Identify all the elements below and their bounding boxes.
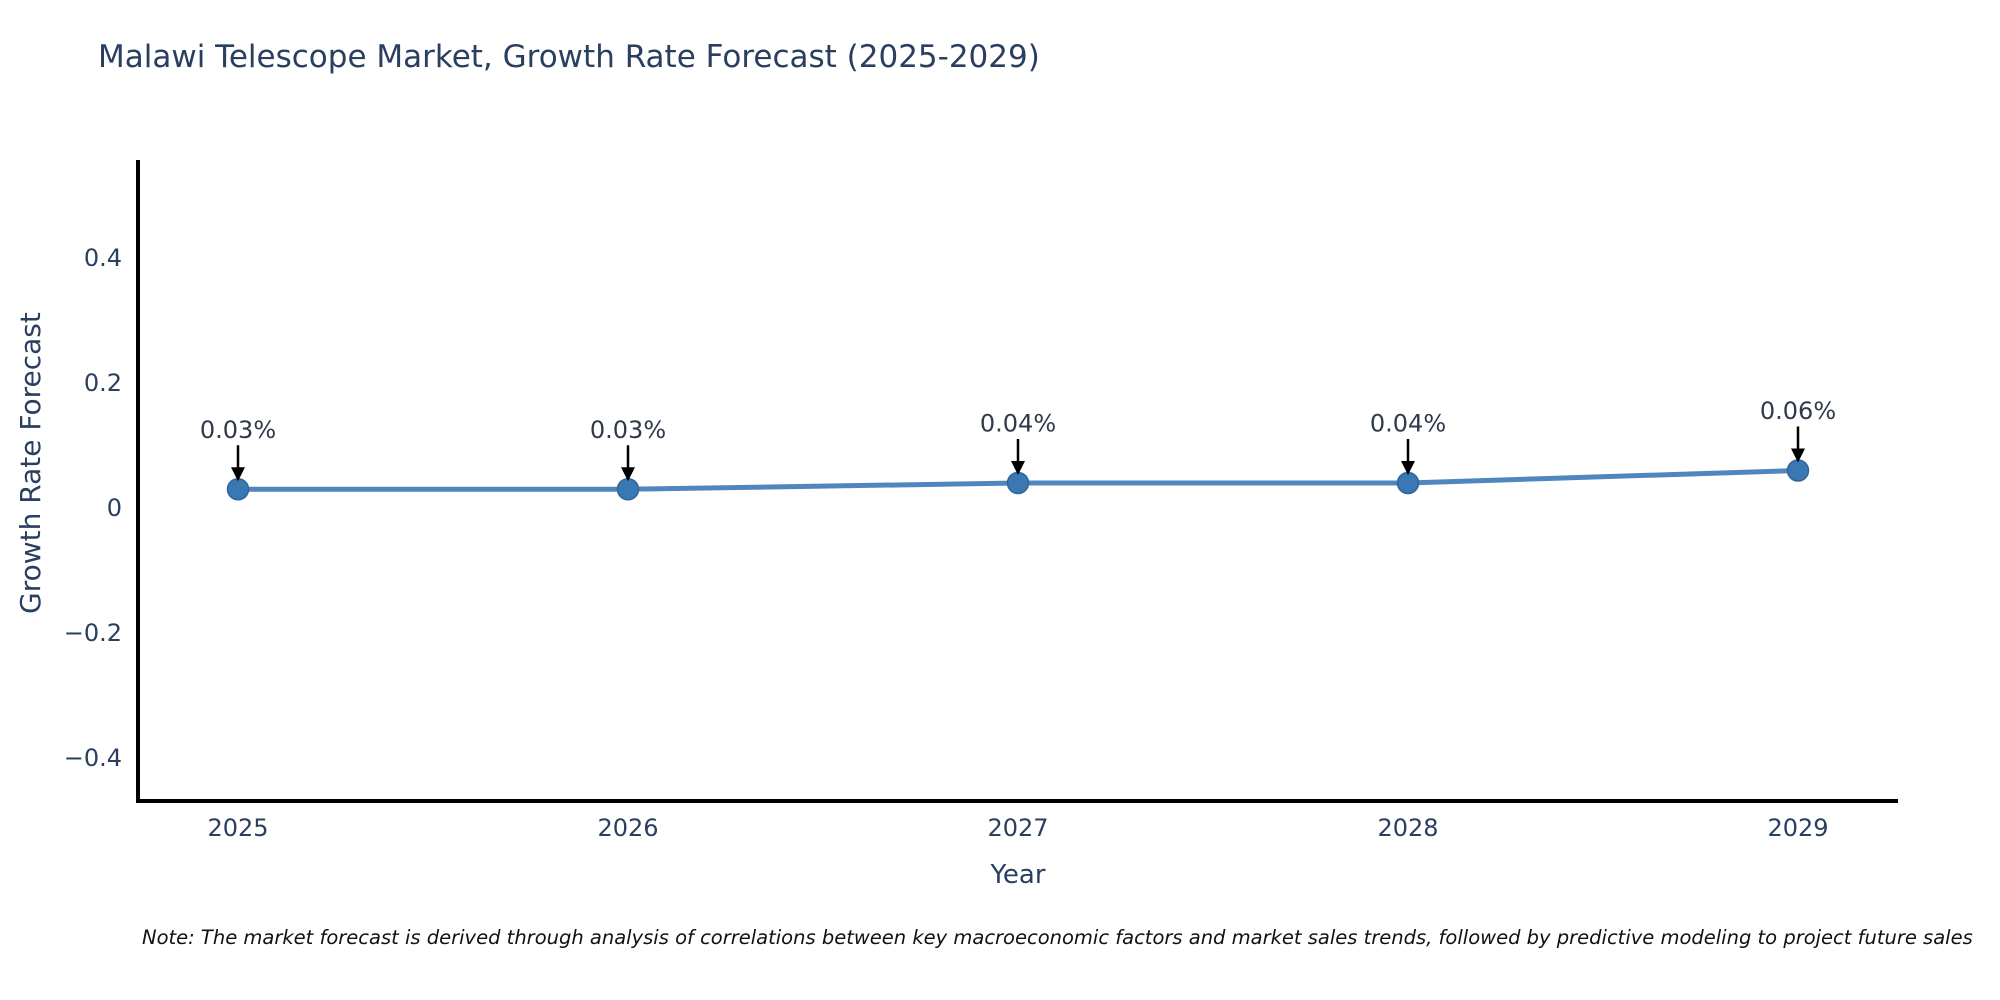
- footnote: Note: The market forecast is derived thr…: [142, 926, 1973, 949]
- axis-spines: [136, 160, 1898, 803]
- y-tick-labels: −0.4 −0.2 0 0.2 0.4: [64, 244, 122, 772]
- annotation-arrow-head: [1011, 461, 1025, 475]
- x-axis-title: Year: [990, 860, 1046, 890]
- annotation-arrow-head: [231, 467, 245, 482]
- x-tick-label: 2029: [1767, 814, 1828, 842]
- annotation-arrow-head: [1791, 448, 1805, 463]
- point-value-label: 0.06%: [1760, 397, 1836, 425]
- y-tick-label: −0.2: [64, 619, 122, 647]
- x-tick-label: 2028: [1377, 814, 1438, 842]
- annotation-arrow-head: [1401, 461, 1415, 475]
- x-tick-label: 2025: [207, 814, 268, 842]
- data-point-marker: [616, 478, 640, 501]
- data-point-marker: [226, 478, 250, 501]
- y-tick-label: −0.4: [64, 744, 122, 772]
- point-value-label: 0.03%: [200, 416, 276, 444]
- data-point-marker: [1786, 459, 1810, 482]
- point-value-label: 0.04%: [1370, 410, 1446, 438]
- x-tick-label: 2027: [987, 814, 1048, 842]
- point-value-label: 0.04%: [980, 410, 1056, 438]
- x-tick-label: 2026: [597, 814, 658, 842]
- annotation-arrow-head: [621, 467, 635, 482]
- x-tick-labels: 2025 2026 2027 2028 2029: [207, 814, 1828, 842]
- point-value-label: 0.03%: [590, 416, 666, 444]
- x-axis-spine: [136, 799, 1898, 803]
- y-tick-label: 0.4: [84, 244, 122, 272]
- y-tick-label: 0.2: [84, 369, 122, 397]
- data-point-marker: [1006, 471, 1030, 495]
- y-tick-label: 0: [107, 494, 122, 522]
- data-point-marker: [1396, 471, 1420, 495]
- chart-title: Malawi Telescope Market, Growth Rate For…: [98, 39, 1040, 75]
- y-axis-spine: [136, 160, 140, 803]
- point-annotations: 0.03% 0.03% 0.04% 0.04% 0.06%: [200, 397, 1836, 482]
